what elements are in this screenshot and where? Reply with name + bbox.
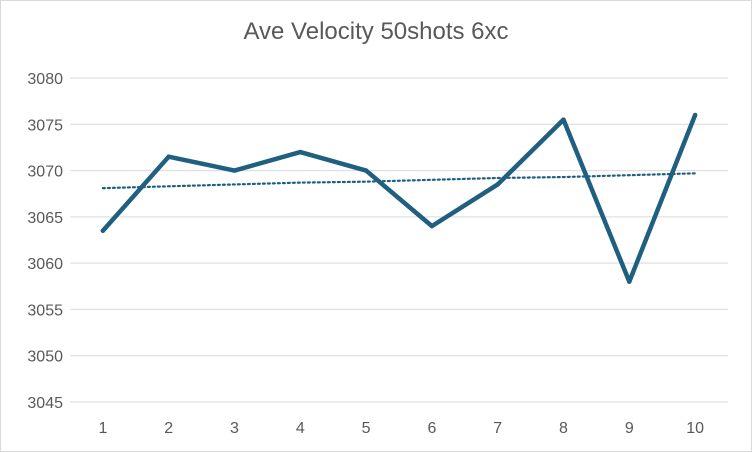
x-axis-ticks: 1 2 3 4 5 6 7 8 9 10 bbox=[98, 420, 704, 437]
y-tick-label: 3065 bbox=[27, 210, 63, 227]
data-point bbox=[232, 168, 237, 173]
y-tick-label: 3045 bbox=[27, 395, 63, 412]
y-tick-label: 3055 bbox=[27, 302, 63, 319]
trendline bbox=[101, 172, 697, 190]
data-point bbox=[561, 117, 566, 122]
x-tick-label: 4 bbox=[296, 420, 305, 437]
x-tick-label: 9 bbox=[625, 420, 634, 437]
data-point bbox=[627, 279, 632, 284]
x-tick-label: 3 bbox=[230, 420, 239, 437]
x-tick-label: 7 bbox=[493, 420, 502, 437]
x-tick-label: 2 bbox=[164, 420, 173, 437]
y-tick-label: 3060 bbox=[27, 256, 63, 273]
series-line bbox=[100, 112, 698, 284]
chart-title: Ave Velocity 50shots 6xc bbox=[243, 18, 509, 45]
y-tick-label: 3075 bbox=[27, 117, 63, 134]
data-point bbox=[166, 154, 171, 159]
x-tick-label: 6 bbox=[427, 420, 436, 437]
trendline-group bbox=[101, 172, 697, 190]
series-group bbox=[100, 112, 698, 284]
x-tick-label: 1 bbox=[98, 420, 107, 437]
data-point bbox=[429, 223, 435, 229]
gridlines bbox=[70, 77, 728, 403]
y-tick-label: 3080 bbox=[27, 71, 63, 88]
data-point bbox=[363, 168, 369, 173]
x-tick-label: 10 bbox=[686, 420, 704, 437]
x-tick-label: 5 bbox=[362, 420, 371, 437]
data-point bbox=[692, 112, 698, 118]
data-point bbox=[100, 228, 106, 233]
data-point bbox=[298, 149, 303, 155]
x-tick-label: 8 bbox=[559, 420, 568, 437]
y-tick-label: 3050 bbox=[27, 349, 63, 366]
y-axis-ticks: 3045 3050 3055 3060 3065 3070 3075 3080 bbox=[27, 71, 63, 412]
y-tick-label: 3070 bbox=[27, 164, 63, 181]
data-point bbox=[495, 182, 500, 187]
